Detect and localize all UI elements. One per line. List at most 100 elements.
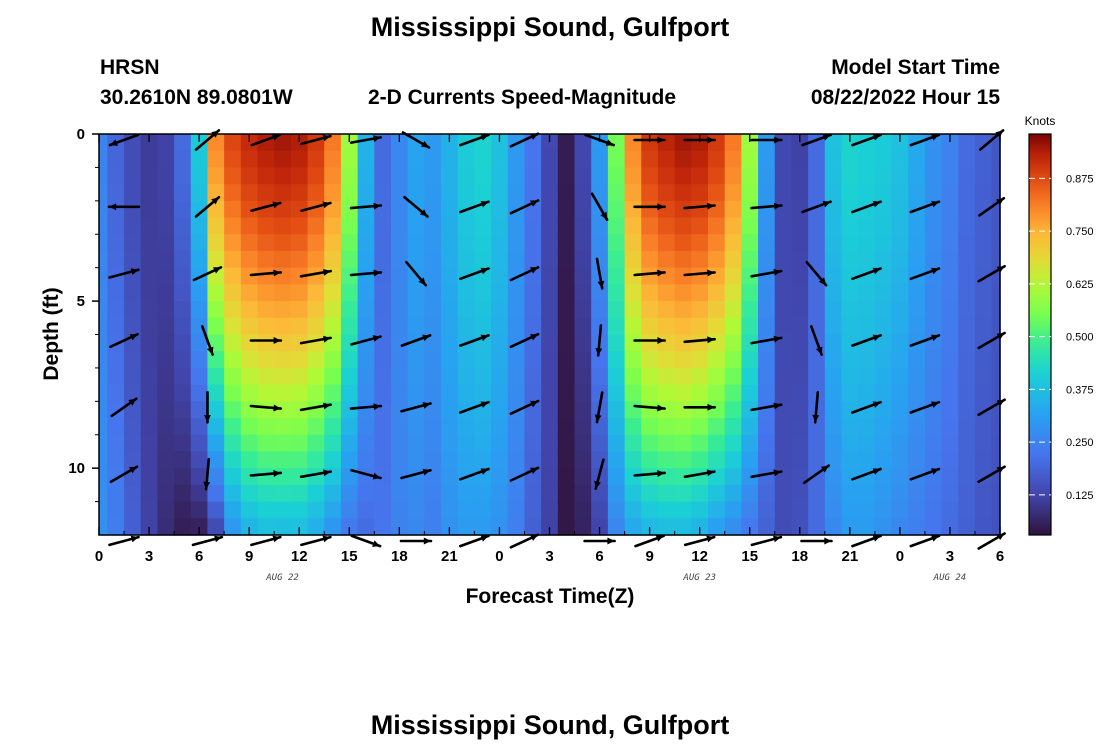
heat-cell: [441, 250, 459, 269]
heat-cell: [274, 200, 292, 219]
heat-cell: [991, 317, 1001, 336]
heat-cell: [991, 234, 1001, 252]
colorbar: Knots 0.875 0.750 0.625 0.500 0.375 0.250 0.125: [1025, 114, 1094, 536]
heat-cell: [841, 267, 859, 285]
heat-cell: [641, 384, 659, 402]
heat-cell: [257, 367, 275, 386]
heat-cell: [557, 334, 576, 352]
heat-cell: [591, 301, 609, 319]
heat-cell: [107, 367, 125, 386]
heat-cell: [974, 418, 993, 436]
heat-cell: [657, 334, 676, 352]
heat-cell: [324, 484, 342, 503]
heat-cell: [441, 518, 459, 536]
heat-cell: [524, 167, 542, 185]
heat-cell: [541, 284, 559, 302]
heat-cell: [674, 184, 692, 202]
heat-cell: [240, 301, 259, 319]
heat-cell: [607, 384, 626, 402]
heat-cell: [741, 518, 759, 536]
heat-cell: [307, 150, 325, 169]
heat-cell: [908, 250, 926, 269]
heat-cell: [441, 134, 459, 152]
heat-cell: [407, 301, 425, 319]
heat-cell: [657, 434, 676, 453]
heat-cell: [624, 301, 642, 319]
heat-cell: [657, 501, 676, 519]
heat-cell: [858, 184, 876, 202]
x-axis-label: Forecast Time(Z): [465, 585, 635, 608]
heat-cell: [607, 351, 626, 369]
heat-cell: [491, 250, 509, 269]
heat-cell: [674, 434, 692, 453]
heat-cell: [924, 317, 943, 336]
heat-cell: [274, 401, 292, 419]
heat-cell: [824, 150, 843, 169]
heat-cell: [124, 284, 142, 302]
heat-cell: [307, 367, 325, 386]
heat-cell: [958, 184, 976, 202]
current-arrow: [458, 467, 490, 481]
heat-cell: [390, 200, 409, 219]
heat-cell: [841, 234, 859, 252]
heat-cell: [140, 317, 158, 336]
heat-cell: [357, 384, 375, 402]
heat-cell: [891, 351, 909, 369]
heat-cell: [240, 150, 259, 169]
heat-cell: [274, 351, 292, 369]
heat-cell: [507, 284, 526, 302]
heat-cell: [924, 351, 943, 369]
heat-cell: [507, 501, 526, 519]
arrow-head: [373, 269, 381, 277]
arrow-head: [657, 136, 665, 144]
heat-cell: [708, 150, 726, 169]
heat-cell: [891, 518, 909, 536]
heat-cell: [958, 367, 976, 386]
heat-cell: [708, 184, 726, 202]
arrow-head: [373, 135, 381, 143]
current-arrow: [633, 404, 666, 412]
heat-cell: [974, 518, 993, 536]
arrow-head: [931, 468, 939, 475]
heat-cell: [991, 434, 1001, 453]
heat-cell: [524, 434, 542, 453]
heat-cell: [374, 234, 392, 252]
current-arrow: [299, 469, 333, 479]
heat-cell: [958, 200, 976, 219]
heat-cell: [574, 217, 592, 235]
heat-cell: [724, 217, 742, 235]
heat-cell: [958, 501, 976, 519]
heat-cell: [357, 200, 375, 219]
heat-cell: [390, 334, 409, 352]
heat-cell: [541, 134, 559, 152]
heat-cell: [958, 301, 976, 319]
heat-cell: [624, 134, 642, 152]
heat-cell: [574, 484, 592, 503]
heat-cell: [991, 150, 1001, 169]
heat-cell: [541, 518, 559, 536]
heat-cell: [991, 184, 1001, 202]
heat-cell: [374, 484, 392, 503]
heat-cell: [174, 234, 192, 252]
heat-cell: [140, 167, 158, 185]
heat-cell: [574, 518, 592, 536]
heat-cell: [674, 217, 692, 235]
current-arrow: [509, 399, 540, 416]
heat-cell: [190, 167, 209, 185]
heat-cell: [791, 250, 809, 269]
heat-cell: [324, 250, 342, 269]
heat-cell: [808, 418, 826, 436]
heat-cell: [724, 334, 742, 352]
current-arrow: [851, 267, 882, 281]
current-arrow: [108, 535, 140, 547]
heat-cell: [824, 267, 843, 285]
heat-cell: [657, 217, 676, 235]
heat-cell: [758, 150, 776, 169]
heat-cell: [274, 484, 292, 503]
heat-cell: [591, 418, 609, 436]
heat-cell: [808, 434, 826, 453]
arrow-head: [373, 202, 381, 210]
heat-cell: [724, 184, 742, 202]
current-arrow: [683, 269, 716, 277]
heat-cell: [624, 234, 642, 252]
